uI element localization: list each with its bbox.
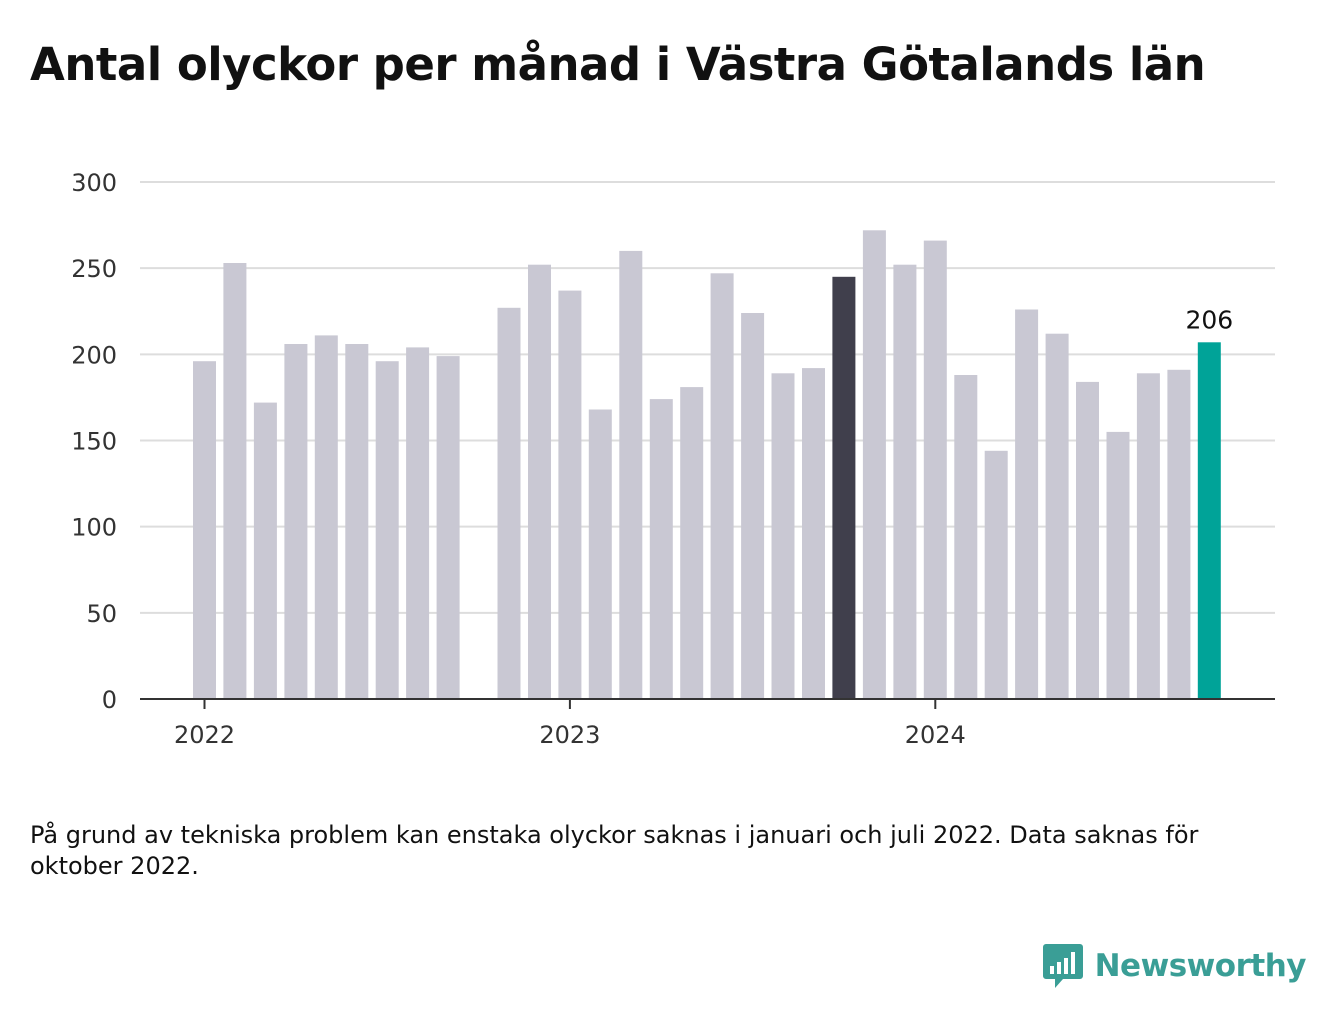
newsworthy-logo-icon <box>1042 944 1083 988</box>
bar-2022-01 <box>193 361 216 699</box>
bar-2022-08 <box>406 347 430 699</box>
bar-2023-11 <box>862 230 886 700</box>
bar-2024-07 <box>1106 431 1130 699</box>
newsworthy-logo: Newsworthy <box>1042 942 1307 990</box>
bar-2023-03 <box>619 250 643 699</box>
x-axis-tick-labels: 2022 2023 2024 <box>174 721 966 749</box>
bar-2022-02 <box>223 263 247 699</box>
bar-2023-01 <box>558 290 582 699</box>
x-tick-label: 2022 <box>174 721 235 749</box>
bar-2024-03 <box>984 450 1008 699</box>
bars <box>193 230 1221 700</box>
y-tick-label: 0 <box>102 686 117 714</box>
y-tick-label: 100 <box>71 514 117 542</box>
bar-2024-01 <box>923 240 947 699</box>
bar-chart: 0 50 100 150 200 250 300 2022 2023 2024 206 <box>71 169 1275 749</box>
bar-2024-08 <box>1136 373 1160 699</box>
bar-2024-05 <box>1045 333 1069 699</box>
bar-2023-04 <box>649 399 673 699</box>
x-axis <box>140 698 1275 709</box>
bar-2022-06 <box>345 344 369 699</box>
bar-2024-04 <box>1015 309 1039 699</box>
brand-name: Newsworthy <box>1094 948 1307 984</box>
bar-2024-02 <box>954 375 978 699</box>
bar-2023-08 <box>771 373 795 699</box>
x-tick-label: 2023 <box>539 721 600 749</box>
data-label: 206 <box>1185 305 1233 334</box>
y-tick-label: 300 <box>71 169 117 197</box>
y-tick-label: 50 <box>86 600 117 628</box>
bar-2022-03 <box>253 402 277 699</box>
gridlines <box>140 181 1275 614</box>
bar-2023-09 <box>802 368 825 699</box>
bar-2022-05 <box>314 335 338 699</box>
footnote: På grund av tekniska problem kan enstaka… <box>30 821 1199 880</box>
bar-2022-07 <box>375 361 399 699</box>
bar-2023-05 <box>680 387 704 699</box>
bar-2022-12 <box>528 264 551 699</box>
bar-2022-04 <box>284 344 308 699</box>
bar-2022-09 <box>436 356 460 699</box>
bar-2024-10 <box>1197 342 1221 699</box>
bar-2023-06 <box>710 273 734 699</box>
bar-2023-07 <box>741 313 765 699</box>
y-axis-tick-labels: 0 50 100 150 200 250 300 <box>71 169 117 714</box>
x-tick-label: 2024 <box>905 721 966 749</box>
y-tick-label: 150 <box>71 428 117 456</box>
bar-2024-06 <box>1076 381 1099 699</box>
bar-2023-12 <box>893 264 917 699</box>
chart-title: Antal olyckor per månad i Västra Götalan… <box>30 38 1206 91</box>
data-labels: 206 <box>1185 305 1233 334</box>
bar-2022-11 <box>497 307 521 699</box>
y-tick-label: 200 <box>71 341 117 369</box>
y-tick-label: 250 <box>71 255 117 283</box>
bar-2023-02 <box>588 409 612 699</box>
bar-2023-10 <box>832 276 856 699</box>
bar-2024-09 <box>1167 369 1191 699</box>
